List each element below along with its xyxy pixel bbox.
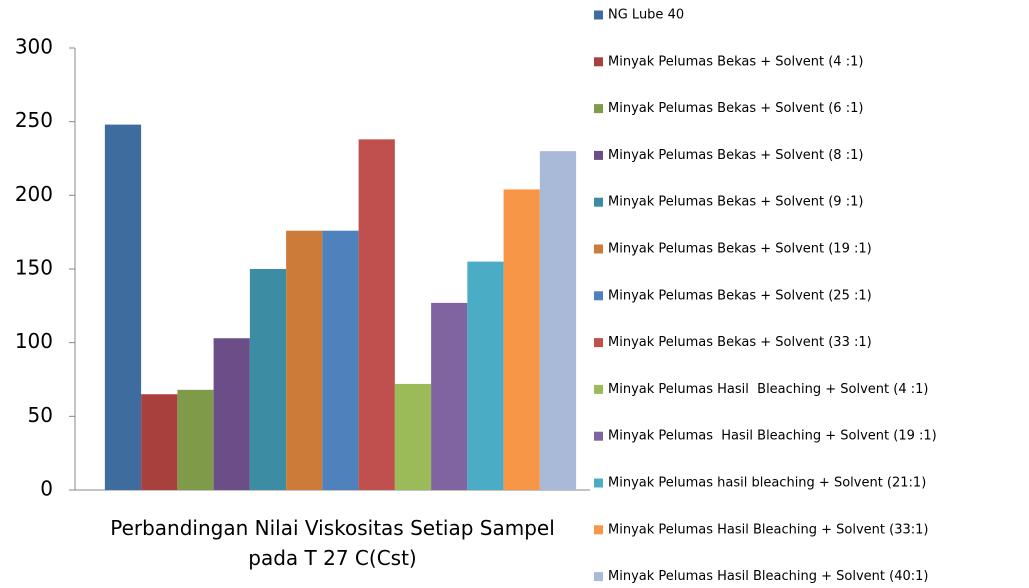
legend-swatch [594,525,603,535]
legend-swatch [594,291,603,301]
y-tick-label: 0 [40,477,53,501]
legend-swatch [594,572,603,582]
legend-label: Minyak Pelumas Bekas + Solvent (4 :1) [608,54,863,69]
legend-swatch [594,431,603,441]
legend-label: Minyak Pelumas Hasil Bleaching + Solvent… [608,569,928,584]
legend-swatch [594,104,603,114]
legend-label: Minyak Pelumas Bekas + Solvent (8 :1) [608,148,863,163]
y-tick-label: 250 [15,108,53,132]
legend-label: Minyak Pelumas Bekas + Solvent (19 :1) [608,242,872,257]
legend-label: Minyak Pelumas Bekas + Solvent (9 :1) [608,195,863,210]
bar [177,389,214,490]
legend-label: NG Lube 40 [608,8,684,23]
legend-label: Minyak Pelumas hasil bleaching + Solvent… [608,476,926,491]
legend-swatch [594,244,603,254]
bar [213,338,250,490]
bar [503,189,540,490]
legend-label: Minyak Pelumas Hasil Bleaching + Solvent… [608,382,928,397]
legend-swatch [594,384,603,394]
x-tick-label: Perbandingan Nilai Viskositas Setiap Sam… [110,516,555,570]
legend-label: Minyak Pelumas Bekas + Solvent (33 :1) [608,335,872,350]
legend-swatch [594,150,603,160]
legend-swatch [594,197,603,207]
bar [104,124,142,490]
y-tick-label: 200 [15,182,53,206]
bar [249,269,287,490]
bar [394,383,432,490]
y-tick-label: 100 [15,329,53,353]
bar [358,139,395,490]
legend-swatch [594,478,603,488]
bar [322,230,359,490]
legend-swatch [594,338,603,348]
y-tick-label: 300 [15,35,53,59]
bar [431,302,468,490]
bar [141,394,178,490]
legend-swatch [594,10,603,20]
y-tick-label: 50 [28,403,53,427]
bar [286,230,323,490]
y-tick-label: 150 [15,256,53,280]
bar [539,151,577,490]
legend-label: Minyak Pelumas Hasil Bleaching + Solvent… [608,522,928,537]
legend-label: Minyak Pelumas Bekas + Solvent (6 :1) [608,101,863,116]
legend-label: Minyak Pelumas Bekas + Solvent (25 :1) [608,288,872,303]
legend-swatch [594,57,603,67]
bar [467,261,504,490]
legend-label: Minyak Pelumas Hasil Bleaching + Solvent… [608,429,937,444]
